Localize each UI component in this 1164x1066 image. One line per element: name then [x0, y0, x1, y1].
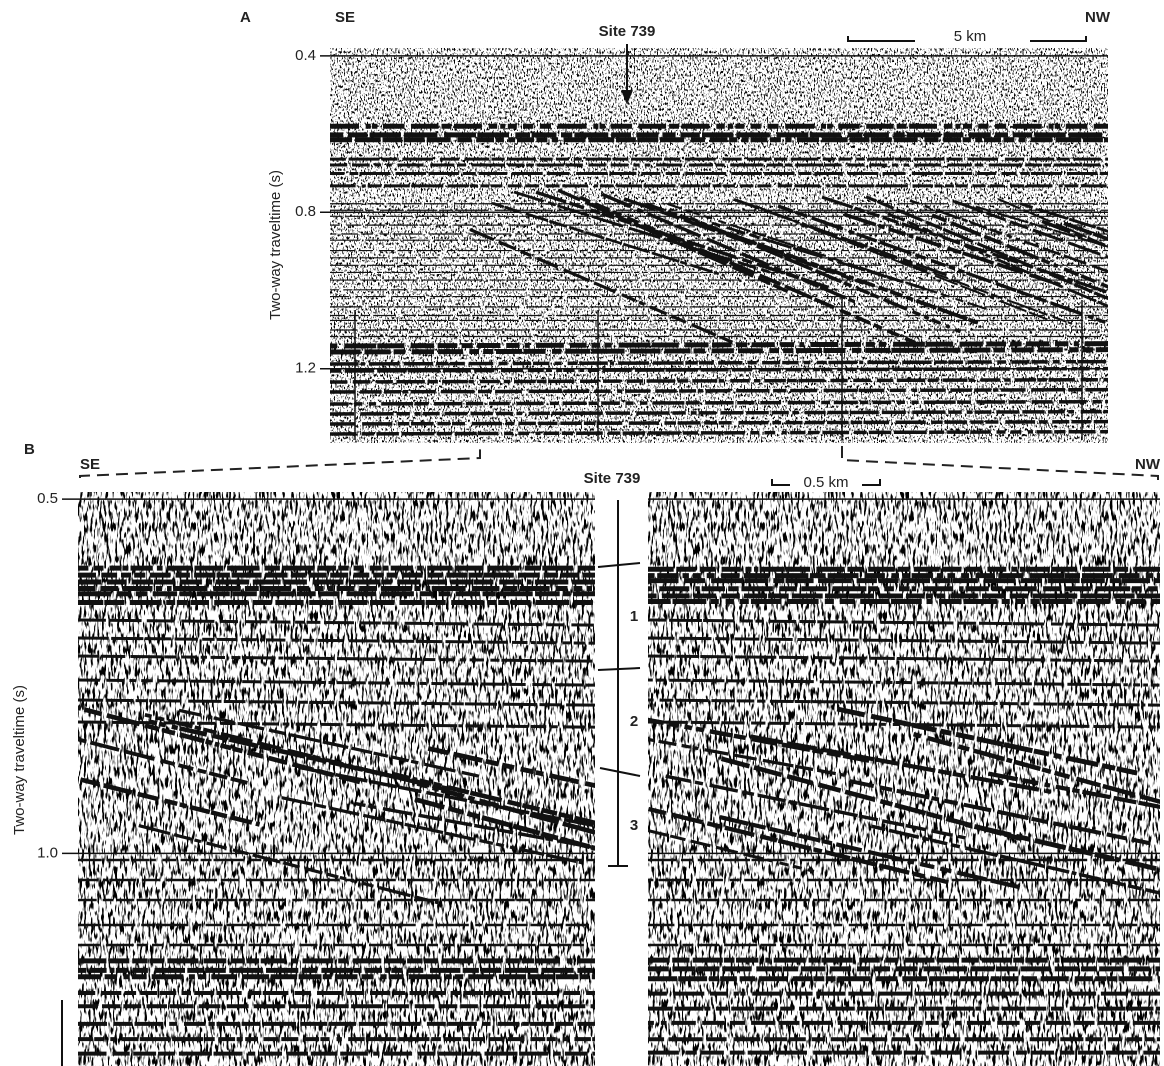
reflector: [601, 192, 856, 304]
reflector: [427, 746, 595, 789]
reflector: [78, 737, 248, 785]
y-tick-label: 0.4: [295, 47, 316, 64]
reflector: [178, 708, 480, 778]
reflector: [148, 719, 450, 792]
reflector: [78, 654, 595, 663]
scale-bar: [847, 36, 1087, 42]
reflector: [416, 781, 595, 835]
reflector: [648, 737, 847, 778]
reflector: [719, 815, 1021, 890]
scale-label: 0.5 km: [803, 474, 848, 491]
reflector: [849, 779, 1151, 846]
site-label: Site 739: [599, 23, 656, 40]
reflector: [836, 706, 1138, 776]
reflector: [665, 774, 966, 840]
site-label: Site 739: [584, 470, 641, 487]
reflector: [330, 387, 1108, 394]
reflector: [648, 654, 1160, 663]
reflector: [330, 377, 1108, 384]
reflector: [689, 216, 962, 334]
reflector: [1019, 202, 1108, 233]
reflector: [648, 806, 949, 885]
reflector: [78, 776, 261, 827]
unit-label: 3: [630, 817, 638, 834]
reflector: [975, 205, 1108, 248]
reflector: [648, 828, 815, 873]
reflector: [330, 341, 1108, 349]
reflector: [330, 399, 1108, 406]
reflector: [298, 765, 595, 828]
reflector: [330, 429, 1108, 436]
y-tick-label: 1.2: [295, 360, 316, 377]
reflector: [648, 678, 1160, 687]
scale-bar: [771, 479, 881, 486]
reflector: [330, 409, 1108, 416]
reflector: [78, 698, 595, 707]
site-column: [597, 500, 641, 867]
reflector: [648, 698, 1160, 707]
reflector: [579, 195, 920, 346]
reflector: [711, 221, 925, 290]
seismic-profile-a: [330, 48, 1108, 443]
reflector: [648, 717, 870, 763]
zoom-guide: [79, 446, 1159, 480]
site-arrow: [621, 44, 633, 105]
reflector: [1041, 219, 1108, 249]
reflector: [330, 347, 1108, 355]
reflector: [667, 203, 987, 310]
reflector: [648, 636, 1160, 645]
reflector: [78, 678, 595, 687]
reflector: [138, 824, 440, 905]
reflector: [392, 771, 595, 826]
direction-label: NW: [1135, 456, 1161, 473]
reflector: [720, 756, 1023, 842]
reflector: [414, 796, 595, 851]
reflector: [330, 359, 1108, 366]
scale-label: 5 km: [954, 28, 987, 45]
unit-label: 2: [630, 713, 638, 730]
direction-label: NW: [1085, 9, 1111, 26]
reflector: [78, 636, 595, 645]
reflector: [750, 734, 1051, 794]
y-axis-label: Two-way traveltime (s): [267, 170, 284, 320]
reflector: [281, 796, 583, 865]
reflector: [491, 201, 725, 277]
panel-label: A: [240, 9, 251, 26]
y-tick-label: 0.8: [295, 203, 316, 220]
reflector: [931, 213, 1108, 289]
reflector: [78, 618, 595, 627]
y-axis-label: Two-way traveltime (s): [11, 685, 28, 835]
reflector: [144, 712, 446, 792]
unit-label: 1: [630, 608, 638, 625]
y-tick-label: 1.0: [37, 844, 58, 861]
reflector: [645, 202, 979, 325]
reflector: [648, 618, 1160, 627]
reflector: [843, 212, 1061, 287]
seismic-profile-b-right: [648, 492, 1160, 1066]
reflector: [355, 802, 595, 850]
panel-label: B: [24, 441, 35, 458]
reflector: [912, 732, 1160, 804]
reflector: [469, 228, 734, 344]
reflector: [513, 190, 776, 276]
y-tick-label: 0.5: [37, 490, 58, 507]
direction-label: SE: [335, 9, 355, 26]
direction-label: SE: [80, 456, 100, 473]
seismic-profile-b-left: [78, 492, 595, 1066]
reflector: [330, 419, 1108, 426]
